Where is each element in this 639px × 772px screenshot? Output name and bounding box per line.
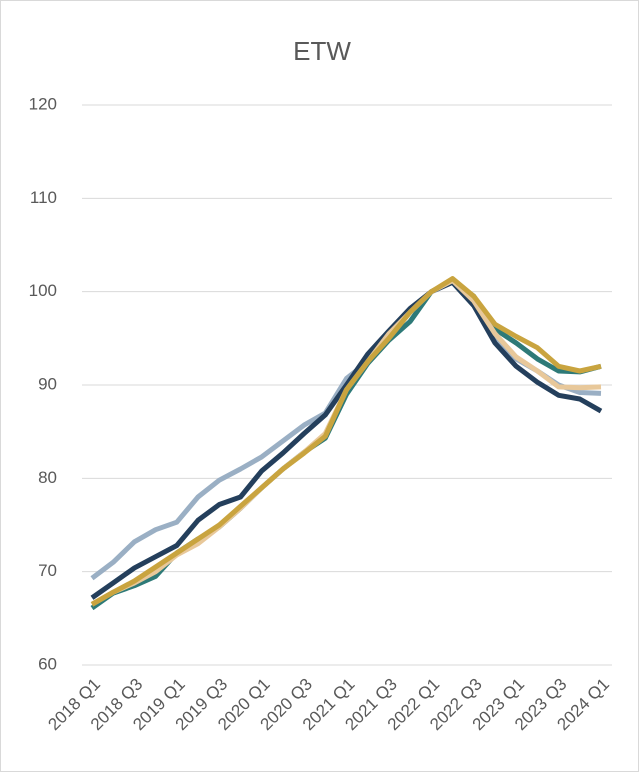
y-tick-label: 90 [38, 374, 57, 393]
y-tick-label: 70 [38, 561, 57, 580]
series-line [90, 279, 603, 600]
y-tick-label: 120 [29, 94, 57, 113]
y-tick-label: 60 [38, 654, 57, 673]
y-tick-label: 80 [38, 468, 57, 487]
y-tick-label: 110 [30, 188, 57, 207]
y-tick-label: 100 [29, 281, 57, 300]
series-line [90, 276, 602, 607]
chart-title: ETW [293, 36, 351, 66]
